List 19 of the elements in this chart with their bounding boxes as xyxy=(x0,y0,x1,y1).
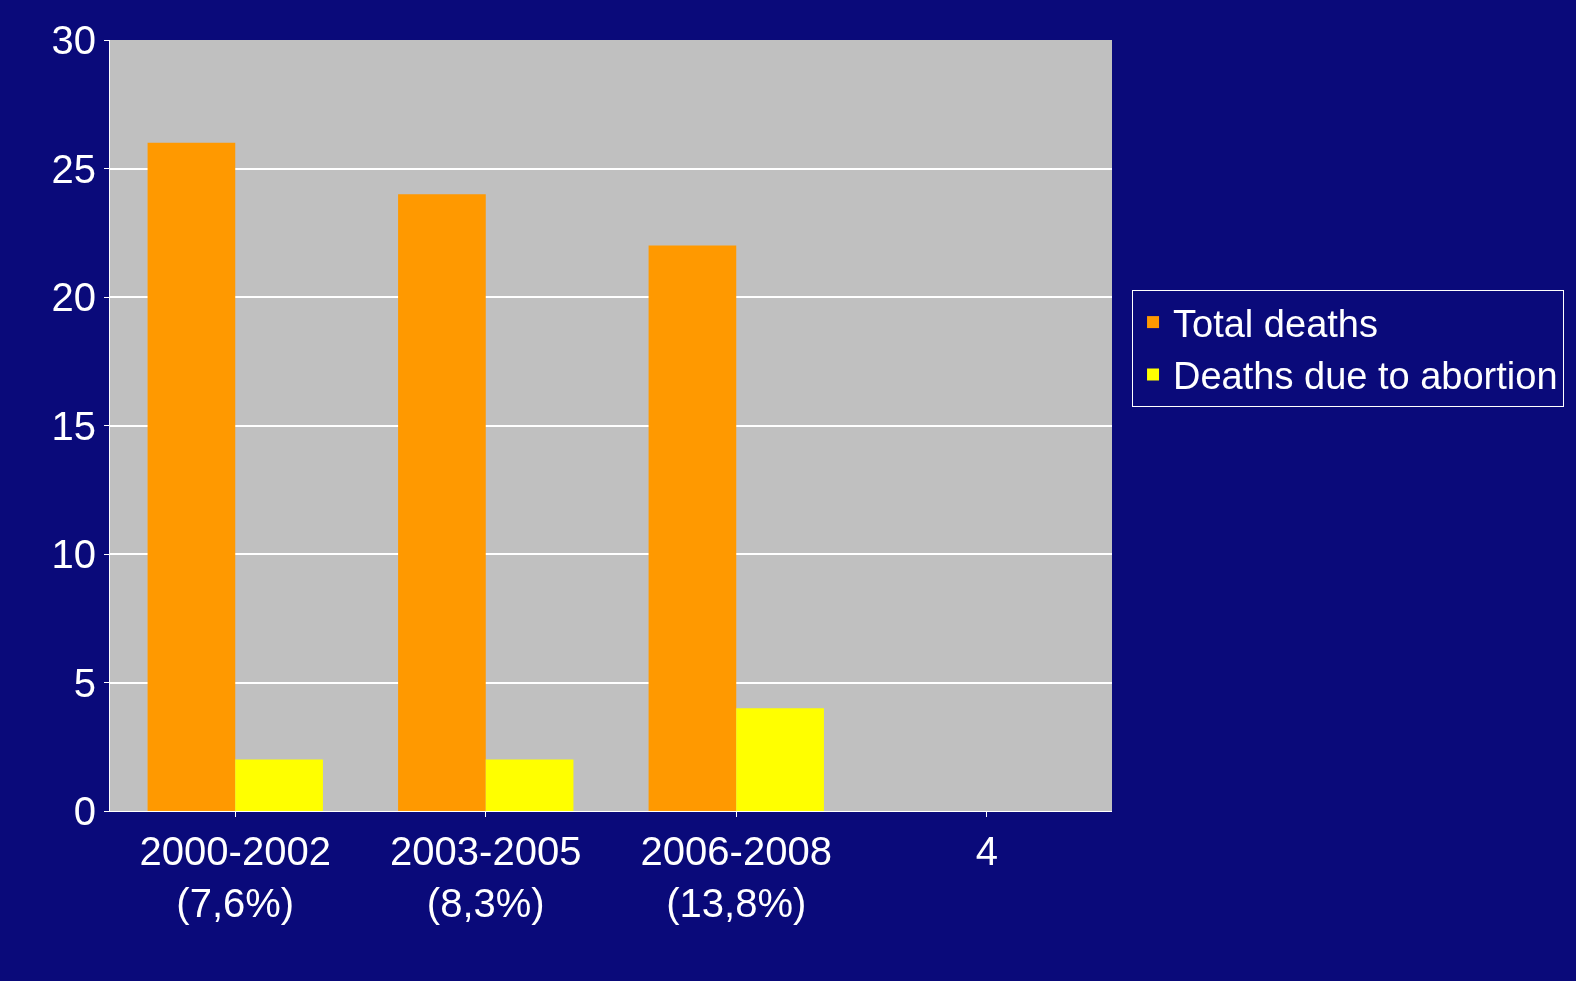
bar xyxy=(736,708,824,811)
y-tick-label: 25 xyxy=(51,146,96,191)
x-tick-label: 2000-2002 (7,6%) xyxy=(139,829,331,925)
x-tick-label: 2003-2005 (8,3%) xyxy=(390,829,582,925)
bar xyxy=(485,759,574,811)
y-tick-label: 5 xyxy=(73,660,96,705)
bar xyxy=(648,245,737,811)
y-tick-label: 20 xyxy=(51,275,96,319)
legend-label: Total deaths xyxy=(1173,302,1378,345)
y-tick-label: 30 xyxy=(51,18,96,62)
y-tick-label: 15 xyxy=(51,403,96,448)
bar xyxy=(398,194,486,811)
y-tick-label: 10 xyxy=(51,532,96,576)
x-tick-label: 4 xyxy=(975,829,998,873)
y-tick-label: 0 xyxy=(73,789,96,833)
legend-label: Deaths due to abortion xyxy=(1173,355,1558,398)
bar xyxy=(235,759,323,811)
x-tick-label: 2006-2008 (13,8%) xyxy=(640,829,832,925)
bar xyxy=(147,142,236,811)
